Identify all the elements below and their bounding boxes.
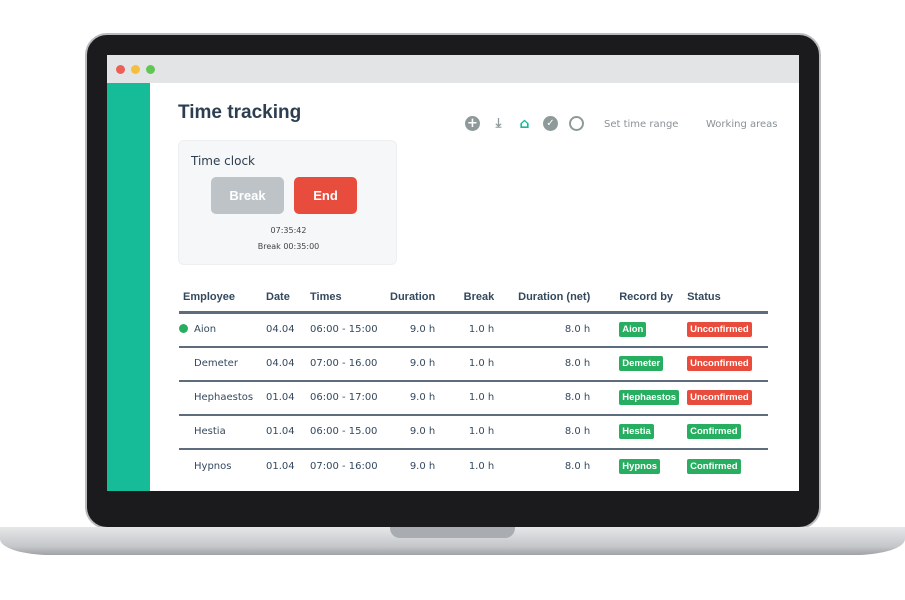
circle-icon[interactable] (569, 116, 584, 131)
set-time-range-link[interactable]: Set time range (604, 119, 679, 130)
col-status[interactable]: Status (683, 289, 768, 314)
duration-cell: 9.0 h (386, 346, 440, 382)
time-clock-card: Time clock Break End 07:35:42 Break 00:3… (178, 140, 397, 265)
col-record-by[interactable]: Record by (594, 289, 684, 314)
status-badge[interactable]: Unconfirmed (687, 322, 752, 338)
record-by-cell: Hestia (594, 414, 684, 450)
date-cell: 01.04 (262, 414, 306, 450)
date-cell: 04.04 (262, 312, 306, 348)
status-cell: Confirmed (683, 449, 768, 483)
net-duration-cell: 8.0 h (498, 312, 595, 348)
record-by-badge: Hypnos (619, 458, 661, 474)
status-cell: Confirmed (683, 414, 768, 450)
status-badge[interactable]: Unconfirmed (687, 356, 752, 371)
status-cell: Unconfirmed (683, 346, 768, 382)
col-duration[interactable]: Duration (386, 289, 440, 314)
status-badge[interactable]: Unconfirmed (687, 390, 752, 405)
online-indicator-icon (179, 324, 188, 334)
table-header: Employee Date Times Duration Break Durat… (179, 289, 768, 314)
status-cell: Unconfirmed (683, 380, 768, 416)
times-cell: 06:00 - 17:00 (306, 380, 386, 416)
employee-cell: Aion (179, 312, 262, 348)
duration-cell: 9.0 h (409, 460, 436, 472)
date-cell: 04.04 (262, 346, 306, 382)
record-by-cell: Hypnos (594, 449, 683, 483)
net-duration-cell: 8.0 h (498, 414, 595, 450)
toolbar: + ⤓ ⌂ ✓ (465, 115, 584, 132)
record-by-badge: Aion (619, 322, 647, 338)
employee-name: Hestia (194, 426, 226, 437)
time-table: Employee Date Times Duration Break Durat… (179, 289, 768, 483)
status-cell: Unconfirmed (683, 312, 768, 348)
break-button[interactable]: Break (211, 177, 284, 214)
add-circle-icon[interactable]: + (465, 116, 480, 131)
time-clock-label: Time clock (191, 154, 256, 168)
app-window: Time tracking + ⤓ ⌂ ✓ Set time range Wor… (107, 55, 799, 491)
employee-name: Hypnos (194, 460, 232, 472)
record-by-badge: Hephaestos (619, 390, 680, 405)
duration-cell: 9.0 h (386, 380, 440, 416)
elapsed-time: 07:35:42 (270, 226, 307, 235)
download-icon[interactable]: ⤓ (495, 116, 502, 131)
table-row[interactable]: Demeter 04.04 07:00 - 16.00 9.0 h 1.0 h … (179, 346, 768, 382)
table-row[interactable]: Aion 04.04 06:00 - 15:00 9.0 h 1.0 h 8.0… (179, 312, 768, 348)
sidebar (107, 83, 150, 491)
page-title: Time tracking (178, 102, 302, 123)
break-cell: 1.0 h (439, 380, 499, 416)
col-times[interactable]: Times (306, 289, 386, 314)
employee-name: Hephaestos (194, 392, 254, 403)
net-duration-cell: 8.0 h (498, 380, 595, 416)
status-badge[interactable]: Confirmed (687, 424, 741, 439)
record-by-cell: Aion (594, 312, 684, 348)
maximize-button[interactable] (146, 65, 155, 74)
employee-cell: Demeter (179, 346, 262, 382)
end-button[interactable]: End (294, 177, 357, 214)
record-by-badge: Demeter (619, 356, 664, 371)
table-row[interactable]: Hypnos 01.04 07:00 - 16:00 9.0 h 1.0 h 8… (179, 449, 768, 483)
employee-cell: Hestia (179, 414, 262, 450)
record-by-cell: Demeter (594, 346, 684, 382)
employee-name: Aion (194, 324, 217, 336)
employee-cell: Hypnos (179, 449, 262, 483)
times-cell: 07:00 - 16.00 (306, 346, 386, 382)
col-date[interactable]: Date (262, 289, 306, 314)
duration-cell: 9.0 h (386, 414, 440, 450)
employee-cell: Hephaestos (179, 380, 262, 416)
table-row[interactable]: Hestia 01.04 06:00 - 15.00 9.0 h 1.0 h 8… (179, 414, 768, 450)
status-badge[interactable]: Confirmed (687, 458, 741, 474)
date-cell: 01.04 (262, 380, 306, 416)
col-duration-net[interactable]: Duration (net) (498, 289, 595, 314)
date-cell: 01.04 (266, 460, 295, 472)
times-cell: 06:00 - 15:00 (306, 312, 386, 348)
duration-cell: 9.0 h (386, 312, 440, 348)
working-areas-link[interactable]: Working areas (706, 119, 778, 130)
times-cell: 06:00 - 15.00 (306, 414, 386, 450)
home-icon[interactable]: ⌂ (519, 115, 530, 132)
net-duration-cell: 8.0 h (564, 460, 591, 472)
employee-name: Demeter (194, 358, 238, 369)
break-time: Break 00:35:00 (257, 242, 320, 251)
minimize-button[interactable] (131, 65, 140, 74)
table-row[interactable]: Hephaestos 01.04 06:00 - 17:00 9.0 h 1.0… (179, 380, 768, 416)
laptop-notch (390, 527, 515, 538)
col-break[interactable]: Break (439, 289, 499, 314)
break-cell: 1.0 h (468, 460, 495, 472)
check-circle-icon[interactable]: ✓ (543, 116, 558, 131)
record-by-badge: Hestia (619, 424, 654, 439)
times-cell: 07:00 - 16:00 (310, 460, 378, 472)
col-employee[interactable]: Employee (179, 289, 262, 314)
net-duration-cell: 8.0 h (498, 346, 595, 382)
break-cell: 1.0 h (439, 312, 499, 348)
record-by-cell: Hephaestos (594, 380, 684, 416)
title-bar (107, 55, 799, 83)
close-button[interactable] (116, 65, 125, 74)
break-cell: 1.0 h (439, 414, 499, 450)
break-cell: 1.0 h (439, 346, 499, 382)
